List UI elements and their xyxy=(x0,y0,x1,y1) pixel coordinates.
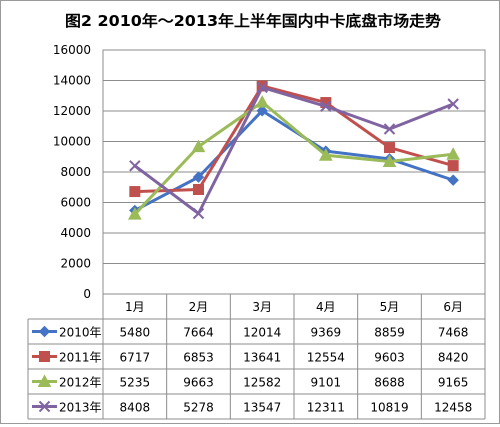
data-label: 9165 xyxy=(438,376,469,390)
data-label: 5480 xyxy=(120,326,151,340)
chart-title: 图2 2010年～2013年上半年国内中卡底盘市场走势 xyxy=(65,12,441,30)
legend-key-marker xyxy=(37,374,52,387)
series-line xyxy=(134,84,454,194)
legend-label: 2012年 xyxy=(59,376,102,390)
legend-key-marker xyxy=(39,351,50,362)
data-label: 13547 xyxy=(243,401,281,415)
data-label: 7468 xyxy=(438,326,469,340)
data-point xyxy=(320,100,332,112)
data-point xyxy=(191,139,206,153)
data-label: 12458 xyxy=(434,401,472,415)
x-tick-label: 5月 xyxy=(380,300,400,314)
y-tick-label: 14000 xyxy=(53,74,91,88)
series-line xyxy=(133,100,454,216)
data-point xyxy=(193,183,204,195)
data-label: 12014 xyxy=(243,326,281,340)
legend-label: 2011年 xyxy=(59,351,102,365)
legend-key-marker xyxy=(38,325,51,338)
series-line xyxy=(133,85,454,216)
data-point xyxy=(256,81,268,94)
data-label: 6853 xyxy=(183,351,214,365)
data-label: 8420 xyxy=(438,351,469,365)
data-point xyxy=(127,207,142,220)
data-label: 12554 xyxy=(307,351,345,365)
legend-label: 2013年 xyxy=(59,401,102,415)
x-tick-label: 2月 xyxy=(189,300,209,314)
y-tick-label: 12000 xyxy=(53,104,91,118)
data-point xyxy=(256,105,268,117)
y-tick-label: 2000 xyxy=(60,257,91,271)
data-label: 6717 xyxy=(120,351,151,365)
data-label: 13641 xyxy=(243,351,281,365)
data-point xyxy=(318,148,333,161)
data-point xyxy=(129,160,141,172)
data-point xyxy=(192,171,205,183)
data-label: 12311 xyxy=(307,401,345,415)
y-tick-label: 6000 xyxy=(60,196,91,210)
x-tick-label: 3月 xyxy=(252,300,272,314)
legend-key-marker xyxy=(38,400,51,413)
data-point xyxy=(255,95,270,108)
x-tick-label: 1月 xyxy=(125,300,145,314)
x-tick-label: 6月 xyxy=(443,300,463,314)
data-point xyxy=(446,147,461,160)
data-label: 8408 xyxy=(120,401,151,415)
data-label: 7664 xyxy=(183,326,214,340)
data-point xyxy=(447,174,459,186)
data-point xyxy=(129,186,141,198)
data-point xyxy=(447,160,459,172)
y-tick-label: 10000 xyxy=(53,135,91,149)
data-label: 5235 xyxy=(120,376,151,390)
data-point xyxy=(447,98,459,110)
data-label: 12582 xyxy=(243,376,281,390)
data-point xyxy=(382,154,397,168)
data-label: 9663 xyxy=(183,376,214,390)
series-line xyxy=(134,109,454,212)
legend-label: 2010年 xyxy=(59,326,102,340)
data-point xyxy=(383,123,396,135)
data-label: 9101 xyxy=(311,376,342,390)
data-label: 9603 xyxy=(374,351,405,365)
data-point xyxy=(384,142,395,154)
data-label: 8859 xyxy=(374,326,405,340)
x-tick-label: 4月 xyxy=(316,300,336,314)
y-tick-label: 4000 xyxy=(60,226,91,240)
y-tick-label: 8000 xyxy=(60,165,91,179)
data-label: 9369 xyxy=(311,326,342,340)
data-point xyxy=(192,207,205,220)
y-tick-label: 16000 xyxy=(53,43,91,57)
data-label: 10819 xyxy=(370,401,408,415)
data-label: 5278 xyxy=(183,401,214,415)
data-label: 8688 xyxy=(374,376,405,390)
y-tick-label: 0 xyxy=(83,287,91,301)
